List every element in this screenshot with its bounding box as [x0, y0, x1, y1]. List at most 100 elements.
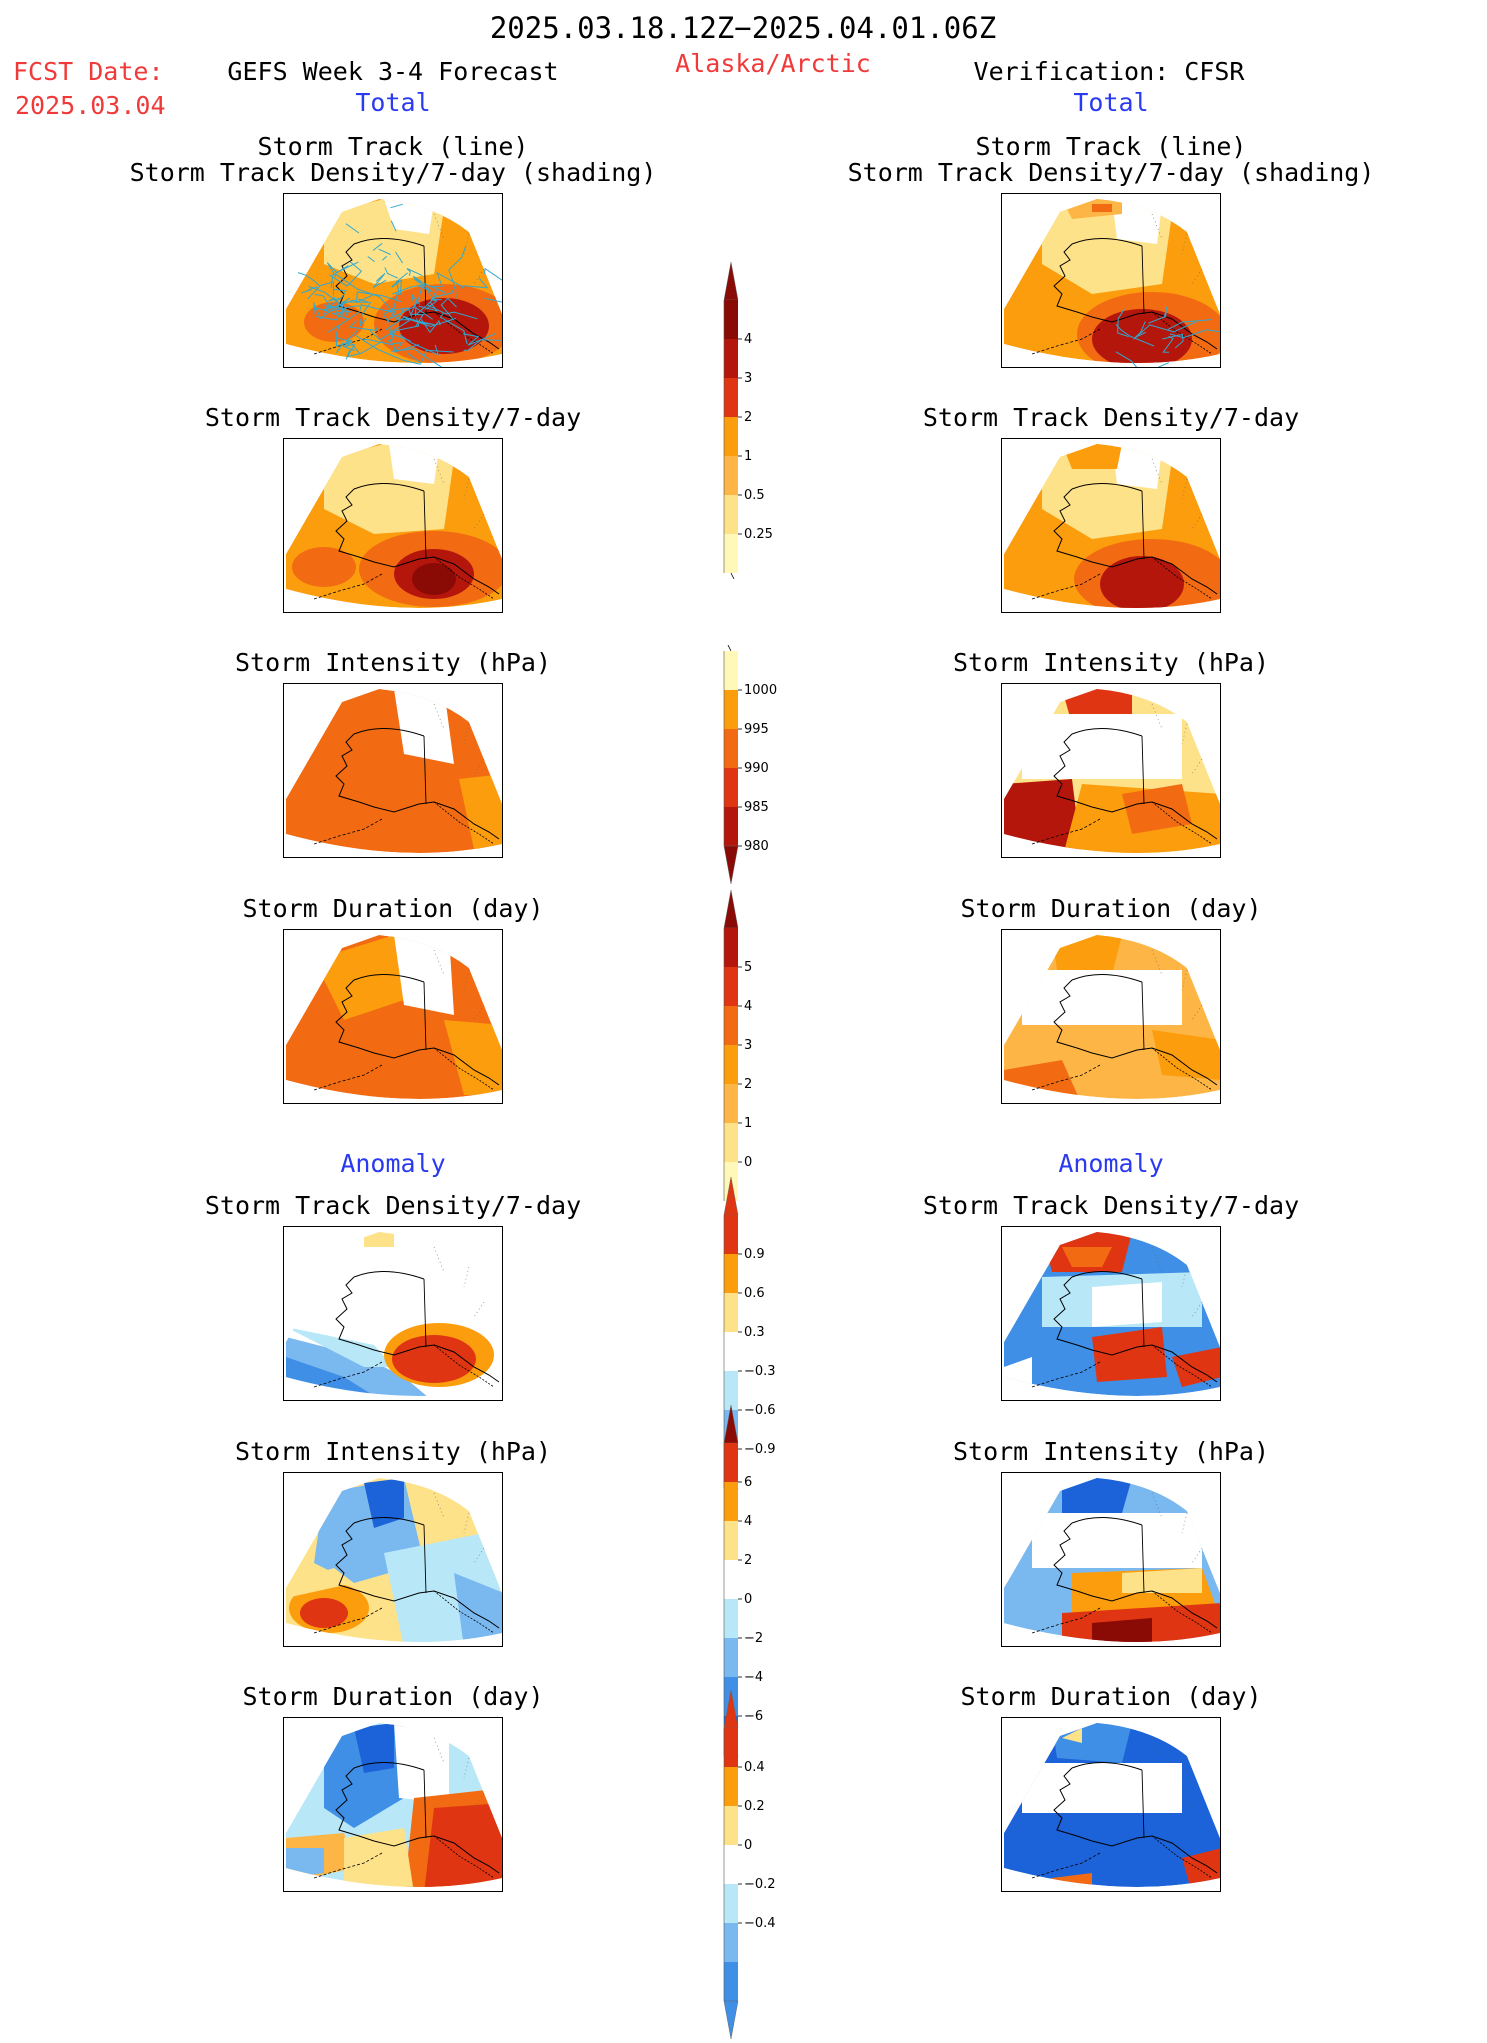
fcst-date: 2025.03.04	[15, 91, 166, 120]
colorbar-swatch	[724, 300, 738, 339]
colorbar-top-arrow	[723, 889, 739, 929]
colorbar-tick-label: −4	[744, 1670, 763, 1685]
colorbar-swatch	[724, 1638, 738, 1677]
colorbar-tick-label: 4	[744, 332, 752, 347]
colorbar-graphic: 5 4 3 2 1 0	[723, 889, 752, 1208]
left-track-line-title: Storm Track (line)	[257, 132, 529, 161]
colorbar-top-arrow	[723, 1404, 739, 1444]
colorbar-bottom-arrow	[723, 845, 739, 885]
colorbar-swatch	[724, 534, 738, 573]
colorbar-tick-label: 990	[744, 761, 769, 776]
colorbar-swatch	[724, 1599, 738, 1638]
colorbar-tick-label: 0.5	[744, 488, 765, 503]
colorbar-swatch	[724, 1123, 738, 1162]
right-anomaly-label: Anomaly	[1058, 1149, 1164, 1178]
colorbar-swatch	[724, 1521, 738, 1560]
map-graphic	[1004, 935, 1220, 1099]
colorbar-tick-label: 985	[744, 800, 769, 815]
map-fcst-density	[283, 438, 503, 613]
colorbar-swatch	[724, 378, 738, 417]
right-anom-duration-title: Storm Duration (day)	[960, 1682, 1262, 1711]
map-verif-duration-anomaly	[1001, 1717, 1221, 1892]
map-graphic	[1004, 1723, 1220, 1887]
colorbar-density: 4 3 2 1 0.5 0.25	[706, 261, 806, 583]
colorbar-tick-label: 2	[744, 1553, 752, 1568]
colorbar-swatch	[724, 1045, 738, 1084]
right-anom-density-title: Storm Track Density/7-day	[922, 1191, 1300, 1220]
right-density-title: Storm Track Density/7-day	[922, 403, 1300, 432]
colorbar-tick-label: 0.3	[744, 1325, 765, 1340]
colorbar-tick-label: 4	[744, 999, 752, 1014]
colorbar-tick-label: 6	[744, 1475, 752, 1490]
map-verif-intensity-anomaly	[1001, 1472, 1221, 1647]
left-anom-density-title: Storm Track Density/7-day	[204, 1191, 582, 1220]
left-anom-duration-title: Storm Duration (day)	[242, 1682, 544, 1711]
colorbar-swatch	[724, 1767, 738, 1806]
colorbar-tick-label: 995	[744, 722, 769, 737]
map-graphic	[286, 1478, 502, 1642]
left-density-title: Storm Track Density/7-day	[204, 403, 582, 432]
colorbar-swatch	[724, 417, 738, 456]
colorbar-tick-label: 1	[744, 1116, 752, 1131]
map-graphic	[1004, 199, 1220, 367]
colorbar-graphic: 4 3 2 1 0.5 0.25	[723, 261, 773, 580]
colorbar-tick-label: −0.9	[744, 1442, 776, 1457]
colorbar-swatch	[724, 690, 738, 729]
colorbar-tick-label: 1000	[744, 683, 777, 698]
left-intensity-title: Storm Intensity (hPa)	[234, 648, 552, 677]
colorbar-swatch	[724, 1845, 738, 1884]
right-anom-intensity-title: Storm Intensity (hPa)	[952, 1437, 1270, 1466]
right-track-shading-title: Storm Track Density/7-day (shading)	[847, 158, 1375, 187]
colorbar-graphic: 0.4 0.2 0 −0.2 −0.4	[723, 1689, 776, 2040]
colorbar-tick-label: −0.3	[744, 1364, 776, 1379]
left-track-shading-title: Storm Track Density/7-day (shading)	[129, 158, 657, 187]
map-verif-intensity	[1001, 683, 1221, 858]
colorbar-tick-label: −6	[744, 1709, 763, 1724]
colorbar-tick-label: 0	[744, 1838, 752, 1853]
map-fcst-density-anomaly	[283, 1226, 503, 1401]
colorbar-swatch	[724, 807, 738, 846]
colorbar-swatch	[724, 1962, 738, 2001]
right-duration-title: Storm Duration (day)	[960, 894, 1262, 923]
colorbar-top-arrow	[723, 1176, 739, 1216]
colorbar-intensity-anomaly: 6 4 2 0 −2 −4 −6	[706, 1404, 806, 1797]
colorbar-tick-label: 0.4	[744, 1760, 765, 1775]
right-intensity-title: Storm Intensity (hPa)	[952, 648, 1270, 677]
left-anom-intensity-title: Storm Intensity (hPa)	[234, 1437, 552, 1466]
colorbar-swatch	[724, 967, 738, 1006]
colorbar-swatch	[724, 1371, 738, 1410]
colorbar-graphic: 6 4 2 0 −2 −4 −6	[723, 1404, 763, 1794]
model-title: GEFS Week 3-4 Forecast	[227, 57, 559, 86]
colorbar-swatch	[724, 1332, 738, 1371]
map-verif-duration	[1001, 929, 1221, 1104]
colorbar-tick-label: −0.4	[744, 1916, 776, 1931]
colorbar-swatch	[724, 1482, 738, 1521]
colorbar-tick-label: 0.2	[744, 1799, 765, 1814]
colorbar-swatch	[724, 456, 738, 495]
colorbar-tick-label: −0.6	[744, 1403, 776, 1418]
colorbar-swatch	[724, 1215, 738, 1254]
verification-title: Verification: CFSR	[973, 57, 1245, 86]
colorbar-tick-label: 0	[744, 1155, 752, 1170]
colorbar-swatch	[724, 651, 738, 690]
colorbar-swatch	[724, 768, 738, 807]
colorbar-tick-label: 0.9	[744, 1247, 765, 1262]
colorbar-tick-label: 0	[744, 1592, 752, 1607]
colorbar-swatch	[724, 1884, 738, 1923]
colorbar-tick-label: 980	[744, 839, 769, 854]
map-graphic	[286, 199, 502, 367]
colorbar-tick-label: −0.2	[744, 1877, 776, 1892]
region-title: Alaska/Arctic	[675, 49, 871, 78]
colorbar-top-arrow	[723, 1689, 739, 1729]
colorbar-duration: 5 4 3 2 1 0	[706, 889, 806, 1211]
colorbar-top-arrow	[723, 261, 739, 301]
colorbar-tick-label: −2	[744, 1631, 763, 1646]
map-verif-density-anomaly	[1001, 1226, 1221, 1401]
colorbar-intensity: 1000 995 990 985 980	[706, 644, 806, 888]
colorbar-tick-label: 2	[744, 1077, 752, 1092]
colorbar-tick-label: 2	[744, 410, 752, 425]
map-graphic	[286, 444, 502, 608]
map-fcst-track	[283, 193, 503, 368]
map-graphic	[286, 1723, 502, 1887]
colorbar-swatch	[724, 1443, 738, 1482]
